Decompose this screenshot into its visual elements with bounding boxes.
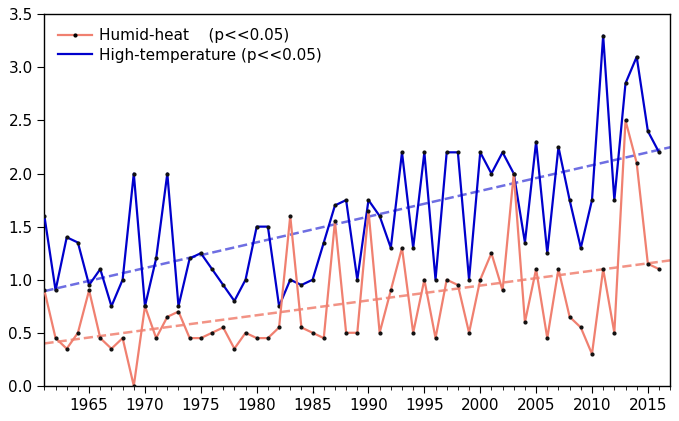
Legend: Humid-heat    (p<<0.05), High-temperature (p<<0.05): Humid-heat (p<<0.05), High-temperature (…: [52, 22, 328, 69]
